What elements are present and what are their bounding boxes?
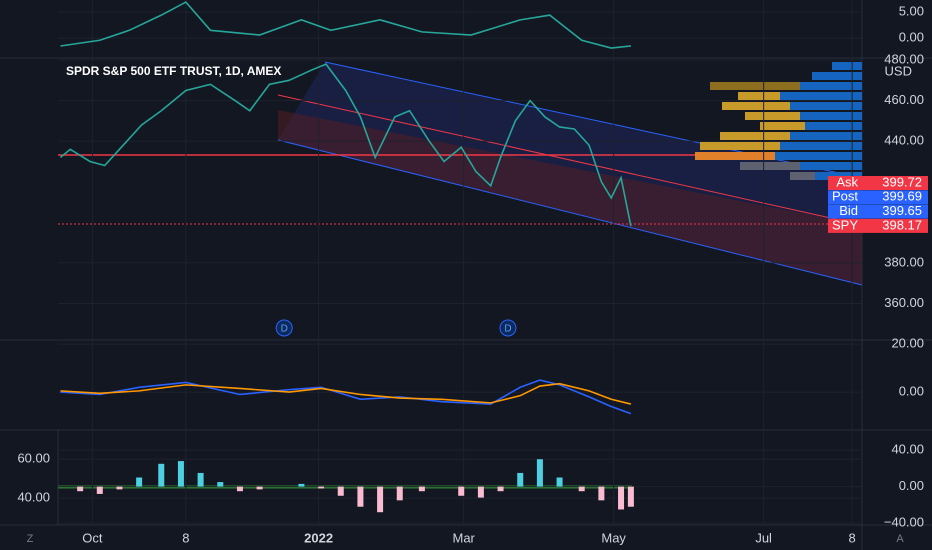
series-line (59, 63, 632, 227)
x-tick-label: 8 (849, 530, 856, 545)
channel-lower (278, 110, 862, 285)
quote-tag (828, 176, 862, 190)
dividend-label: D (504, 324, 511, 335)
histogram-bar (177, 461, 184, 487)
x-tick-label: Oct (82, 530, 103, 545)
currency: USD (885, 63, 912, 78)
zoom-icon[interactable]: Z (27, 533, 34, 545)
quote-value: 398.17 (882, 217, 922, 232)
dividend-label: D (281, 324, 288, 335)
y-tick-label: 440.00 (884, 133, 924, 148)
y-tick-label: 5.00 (899, 3, 924, 18)
histogram-bar (217, 482, 224, 487)
histogram-bar (236, 486, 243, 492)
auto-icon[interactable]: A (896, 533, 904, 545)
histogram-bar (136, 477, 143, 487)
drawings (58, 61, 863, 489)
y-tick-label: 360.00 (884, 295, 924, 310)
y-tick-label: 380.00 (884, 254, 924, 269)
quote-tag (828, 190, 862, 205)
dividend-marker (499, 319, 517, 337)
series-line (60, 1, 631, 49)
quote-tag (828, 218, 862, 233)
histogram-bar (256, 486, 263, 490)
y-tick-label: 0.00 (899, 30, 924, 45)
y-tick-label: 0.00 (899, 478, 924, 493)
y-tick-label: 0.00 (899, 384, 924, 399)
y-tick-label: 20.00 (891, 336, 924, 351)
y-tick-label: 40.00 (891, 442, 924, 457)
x-tick-label: Jul (755, 530, 772, 545)
y-tick-label: 60.00 (17, 451, 50, 466)
quote-name: Bid (839, 203, 858, 218)
volume-profile (695, 62, 862, 180)
histogram-bar (536, 459, 543, 487)
histogram-bar (116, 486, 123, 490)
quote-name: SPY (832, 217, 858, 232)
histogram-bar (458, 486, 465, 496)
quote-value: 399.72 (882, 174, 922, 189)
channel-bottom (277, 139, 863, 286)
histogram-bar (598, 486, 605, 501)
quote-tag (828, 204, 862, 219)
histogram-bar (578, 486, 585, 492)
chart-title: SPDR S&P 500 ETF TRUST, 1D, AMEX (66, 64, 281, 78)
histogram-bar (517, 472, 524, 487)
histogram-bar (357, 486, 364, 507)
x-tick-label: May (601, 530, 626, 545)
histogram-bar (77, 486, 84, 492)
y-tick-label: 480.00 (884, 51, 924, 66)
quote-value-bg (862, 176, 928, 190)
quote-value: 399.65 (882, 203, 922, 218)
x-tick-label: 8 (182, 530, 189, 545)
histogram-bar (318, 486, 325, 489)
dividend-marker (275, 319, 293, 337)
histogram-bar (337, 486, 344, 496)
histogram-bar (477, 486, 484, 498)
histogram-bar (158, 463, 165, 487)
quote-value: 399.69 (882, 189, 922, 204)
y-tick-label: 460.00 (884, 92, 924, 107)
histogram-bar (96, 486, 103, 494)
plot: 480.00 460.00 440.00 380.00 360.00 Oct 8 2022 Ma… (17, 0, 928, 545)
x-tick-label: Mar (452, 530, 475, 545)
histogram-bar (627, 486, 634, 507)
quote-name: Post (832, 189, 858, 204)
series-line (60, 382, 632, 405)
quote-value-bg (862, 190, 928, 205)
histogram-bar (197, 472, 204, 487)
channel-mid (277, 94, 863, 226)
quote-name: Ask (836, 174, 858, 189)
histogram-bar (556, 477, 563, 487)
histogram-bar (497, 486, 504, 492)
histogram-bar (618, 486, 625, 510)
histogram-bar (418, 486, 425, 492)
quote-value-bg (862, 218, 928, 233)
series-line (60, 379, 632, 415)
y-tick-label: −40.00 (884, 515, 924, 530)
quote-value-bg (862, 204, 928, 219)
x-tick-label: 2022 (304, 530, 333, 545)
histogram-bar (298, 483, 305, 487)
y-tick-label: 40.00 (17, 490, 50, 505)
histogram-bar (396, 486, 403, 501)
histogram-bar (377, 486, 384, 513)
